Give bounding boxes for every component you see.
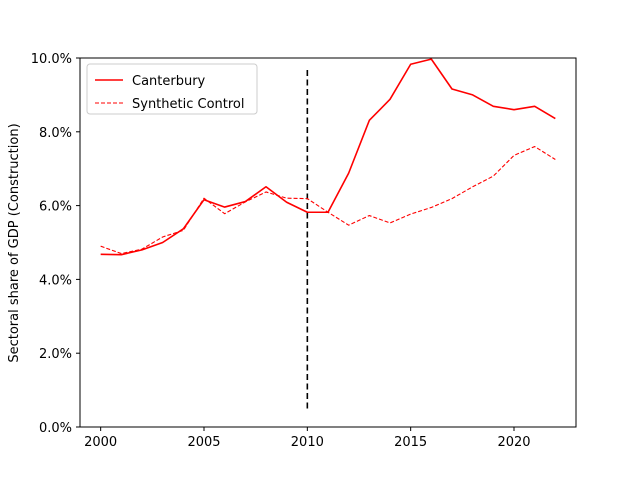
plot-frame <box>79 57 577 428</box>
y-tick-label: 2.0% <box>39 347 72 362</box>
x-tick-label: 2005 <box>187 435 220 450</box>
x-tick-label: 2020 <box>497 435 530 450</box>
x-tick-label: 2015 <box>394 435 427 450</box>
y-axis-label: Sectoral share of GDP (Construction) <box>7 123 22 362</box>
series-line-synthetic-control <box>100 146 556 255</box>
legend: Canterbury Synthetic Control <box>86 63 258 115</box>
y-tick-label: 6.0% <box>39 200 72 215</box>
plot-area: 2000 2005 2010 2015 2020 0.0% 2.0% 4.0% 6.0% 8.0%… <box>31 52 577 450</box>
y-tick-label: 4.0% <box>39 273 72 288</box>
y-tick-label: 0.0% <box>39 421 72 436</box>
legend-label: Canterbury <box>132 74 206 89</box>
y-tick-label: 8.0% <box>39 126 72 141</box>
legend-box <box>86 63 258 115</box>
x-tick-label: 2010 <box>291 435 324 450</box>
legend-label: Synthetic Control <box>132 97 245 112</box>
y-tick-label: 10.0% <box>31 52 72 67</box>
x-tick-label: 2000 <box>84 435 117 450</box>
